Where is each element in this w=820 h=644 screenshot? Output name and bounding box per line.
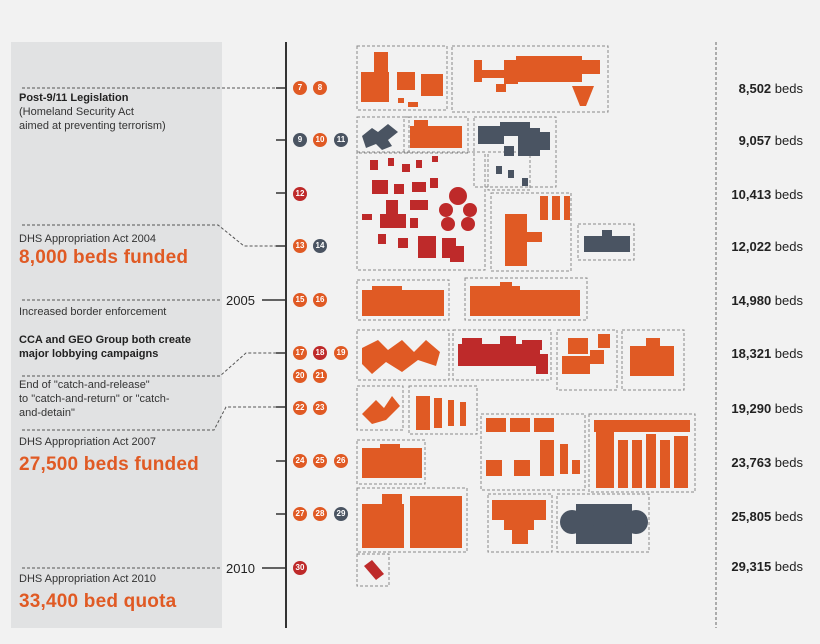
- beds-row-8: 23,763 beds: [731, 455, 803, 470]
- badge-14: 14: [313, 239, 327, 253]
- facility-9: [362, 124, 398, 150]
- facility-16: [470, 282, 580, 316]
- facility-11: [478, 122, 550, 186]
- post911-title: Post-9/11 Legislation: [19, 92, 129, 104]
- lobby-line-1: CCA and GEO Group both create: [19, 334, 191, 346]
- year-2010: 2010: [226, 561, 255, 576]
- post911-desc-2: aimed at preventing terrorism): [19, 120, 166, 132]
- facility-8: [474, 56, 600, 106]
- facility-23: [416, 396, 466, 430]
- beds-row-6: 18,321 beds: [731, 346, 803, 361]
- facility-26: [594, 420, 690, 488]
- border-enforcement: Increased border enforcement: [19, 306, 167, 318]
- facility-18: [458, 336, 548, 374]
- facility-27: [362, 494, 462, 548]
- catch-line-3: and-detain": [19, 407, 75, 419]
- badge-23: 23: [313, 401, 327, 415]
- beds-row-1: 8,502 beds: [738, 81, 803, 96]
- badge-10: 10: [313, 133, 327, 147]
- badge-8: 8: [313, 81, 327, 95]
- badge-28: 28: [313, 507, 327, 521]
- leader-2004: [22, 224, 286, 247]
- badge-19: 19: [334, 346, 348, 360]
- badge-12: 12: [293, 187, 307, 201]
- facility-12: [362, 156, 477, 262]
- facility-13: [505, 196, 570, 266]
- beds-row-9: 25,805 beds: [731, 509, 803, 524]
- badge-29: 29: [334, 507, 348, 521]
- catch-line-2: to "catch-and-return" or "catch-: [19, 393, 170, 405]
- badge-11: 11: [334, 133, 348, 147]
- facility-14: [584, 230, 630, 252]
- event-panel: [11, 42, 222, 628]
- badge-15: 15: [293, 293, 307, 307]
- facility-25: [486, 418, 580, 476]
- beds-row-4: 12,022 beds: [731, 239, 803, 254]
- badge-20: 20: [293, 369, 307, 383]
- facility-22: [362, 396, 400, 424]
- leader-catch: [22, 406, 286, 431]
- beds-row-10: 29,315 beds: [731, 559, 803, 574]
- lobby-line-2: major lobbying campaigns: [19, 348, 159, 360]
- badge-27: 27: [293, 507, 307, 521]
- badge-7: 7: [293, 81, 307, 95]
- badge-30: 30: [293, 561, 307, 575]
- badge-18: 18: [313, 346, 327, 360]
- badge-26: 26: [334, 454, 348, 468]
- beds-row-3: 10,413 beds: [731, 187, 803, 202]
- facility-15: [362, 286, 444, 316]
- badge-13: 13: [293, 239, 307, 253]
- facility-7: [361, 52, 443, 107]
- badge-24: 24: [293, 454, 307, 468]
- dhs2004-label: DHS Appropriation Act 2004: [19, 233, 156, 245]
- facility-29: [560, 504, 648, 544]
- badge-16: 16: [313, 293, 327, 307]
- badge-21: 21: [313, 369, 327, 383]
- facility-20: [630, 338, 674, 376]
- beds-row-5: 14,980 beds: [731, 293, 803, 308]
- catch-line-1: End of "catch-and-release": [19, 379, 150, 391]
- badge-22: 22: [293, 401, 307, 415]
- beds-row-7: 19,290 beds: [731, 401, 803, 416]
- badge-25: 25: [313, 454, 327, 468]
- facility-17: [362, 340, 440, 374]
- facility-19: [562, 334, 610, 374]
- facility-28: [492, 500, 546, 544]
- facility-24: [362, 444, 422, 478]
- beds-row-2: 9,057 beds: [738, 133, 803, 148]
- year-2005: 2005: [226, 293, 255, 308]
- badge-9: 9: [293, 133, 307, 147]
- dhs2010-beds: 33,400 bed quota: [19, 591, 177, 612]
- dhs2007-beds: 27,500 beds funded: [19, 454, 199, 475]
- post911-desc-1: (Homeland Security Act: [19, 106, 134, 118]
- badge-17: 17: [293, 346, 307, 360]
- facility-10: [410, 120, 462, 148]
- leader-lobby: [22, 352, 286, 377]
- dhs2007-label: DHS Appropriation Act 2007: [19, 436, 156, 448]
- dhs2010-label: DHS Appropriation Act 2010: [19, 573, 156, 585]
- dhs2004-beds: 8,000 beds funded: [19, 247, 189, 268]
- facility-30: [364, 560, 384, 580]
